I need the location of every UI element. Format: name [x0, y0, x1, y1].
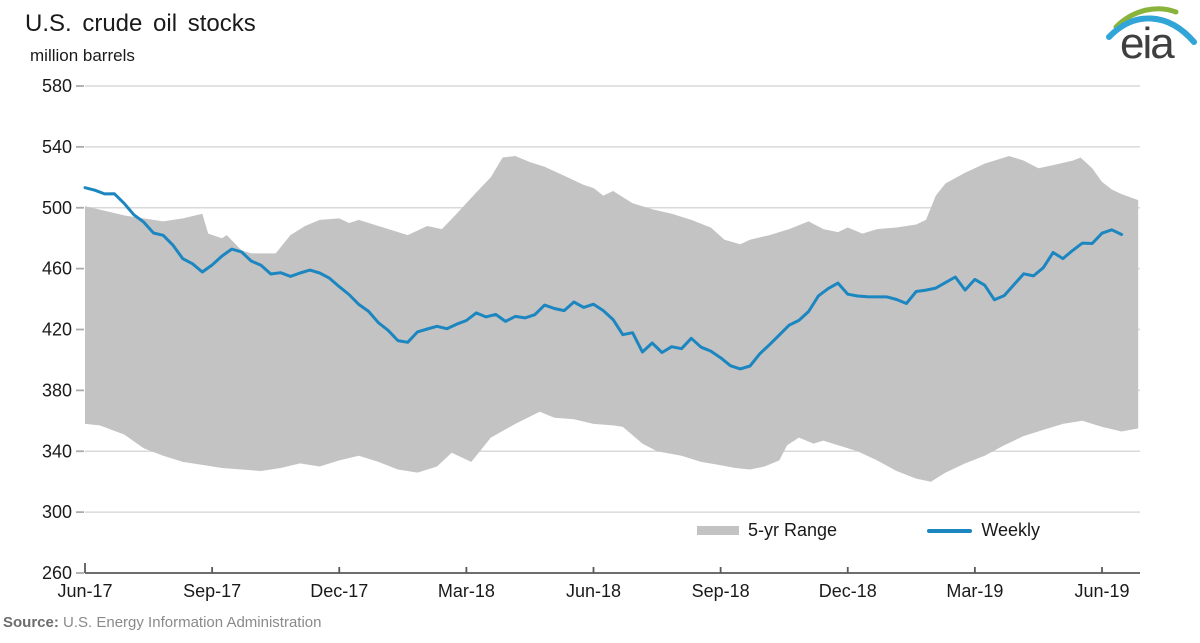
svg-text:Mar-19: Mar-19: [946, 581, 1003, 601]
eia-logo-green-arc: [1113, 6, 1179, 30]
source-label: Source:: [3, 614, 59, 631]
legend-weekly-swatch: [927, 528, 973, 533]
source-line: Source: U.S. Energy Information Administ…: [3, 614, 321, 631]
eia-logo: eia: [1106, 6, 1197, 64]
svg-text:420: 420: [42, 320, 72, 340]
legend-range-swatch: [697, 526, 739, 535]
svg-text:260: 260: [42, 563, 72, 583]
legend-range-label: 5-yr Range: [748, 520, 838, 540]
svg-text:Mar-18: Mar-18: [438, 581, 495, 601]
svg-text:300: 300: [42, 502, 72, 522]
svg-text:540: 540: [42, 137, 72, 157]
svg-text:Sep-18: Sep-18: [692, 581, 750, 601]
y-axis-units-label: million barrels: [30, 46, 135, 65]
source-text: U.S. Energy Information Administration: [58, 614, 322, 631]
svg-text:Dec-17: Dec-17: [310, 581, 368, 601]
eia-logo-blue-arc: [1106, 15, 1197, 45]
svg-text:380: 380: [42, 380, 72, 400]
svg-text:Sep-17: Sep-17: [183, 581, 241, 601]
svg-text:Jun-17: Jun-17: [57, 581, 112, 601]
svg-text:580: 580: [42, 76, 72, 96]
chart-legend: 5-yr Range Weekly: [697, 520, 1040, 541]
legend-weekly-label: Weekly: [981, 520, 1040, 540]
svg-text:Dec-18: Dec-18: [819, 581, 877, 601]
legend-item-range: 5-yr Range: [697, 520, 837, 541]
svg-text:Jun-19: Jun-19: [1074, 581, 1129, 601]
legend-item-weekly: Weekly: [927, 520, 1040, 541]
svg-text:460: 460: [42, 259, 72, 279]
svg-text:Jun-18: Jun-18: [566, 581, 621, 601]
page-title: U.S. crude oil stocks: [25, 10, 256, 37]
eia-logo-text: eia: [1120, 19, 1175, 64]
svg-text:340: 340: [42, 441, 72, 461]
svg-text:500: 500: [42, 198, 72, 218]
